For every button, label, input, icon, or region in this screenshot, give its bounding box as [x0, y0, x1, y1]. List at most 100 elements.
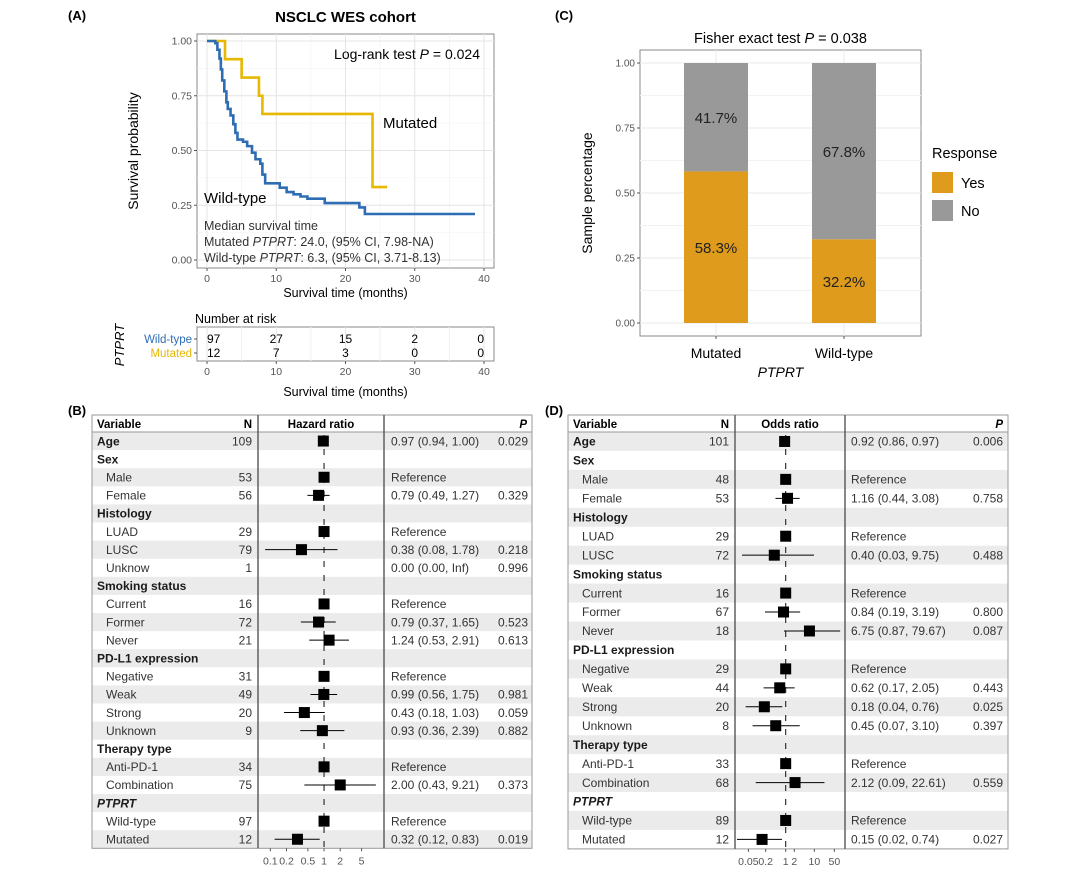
text-span: Log-rank test: [334, 46, 420, 62]
bar-y-tick-label: 0.50: [616, 189, 636, 200]
bar-chart-title: Fisher exact test P = 0.038: [694, 31, 867, 47]
forest-p-value: 0.443: [973, 681, 1003, 695]
forest-point-estimate: [317, 435, 329, 447]
forest-n-value: 31: [239, 670, 253, 684]
km-logrank-annotation: Log-rank test P = 0.024: [334, 46, 480, 62]
forest-estimate-ci: Reference: [391, 525, 447, 539]
forest-p-value: 0.025: [973, 700, 1003, 714]
forest-header-variable: Variable: [573, 419, 617, 431]
forest-variable-label: Wild-type: [582, 814, 632, 828]
km-y-tick-label: 0.25: [172, 200, 193, 212]
km-curve-mutated: [207, 39, 388, 189]
forest-n-value: 18: [716, 624, 730, 638]
forest-variable-label: Anti-PD-1: [106, 760, 158, 774]
risk-table-title: Number at risk: [195, 312, 277, 326]
forest-p-value: 0.006: [973, 435, 1003, 449]
bar-y-tick-label: 0.75: [616, 124, 636, 135]
forest-estimate-ci: 6.75 (0.87, 79.67): [851, 624, 946, 638]
forest-p-value: 0.996: [498, 561, 528, 575]
forest-header-n: N: [721, 419, 729, 431]
forest-p-value: 0.373: [498, 778, 528, 792]
bar-category-label: Wild-type: [815, 345, 874, 361]
forest-header-effect: Hazard ratio: [288, 419, 354, 431]
forest-variable-label: Therapy type: [97, 742, 172, 756]
forest-axis-tick-label: 1: [783, 856, 789, 868]
panel-label-a: (A): [68, 8, 86, 23]
forest-variable-label: Current: [106, 597, 147, 611]
forest-p-value: 0.087: [973, 624, 1003, 638]
forest-point-estimate: [768, 549, 780, 561]
forest-n-value: 75: [239, 778, 253, 792]
forest-variable-label: Never: [106, 633, 138, 647]
km-title: NSCLC WES cohort: [275, 9, 416, 26]
forest-point-reference: [318, 526, 330, 538]
forest-axis-tick-label: 0.05: [738, 856, 759, 868]
forest-variable-label: Wild-type: [106, 814, 156, 828]
forest-n-value: 29: [239, 525, 253, 539]
forest-variable-label: PD-L1 expression: [573, 643, 674, 657]
forest-n-value: 44: [716, 681, 730, 695]
forest-point-reference: [780, 814, 792, 826]
bar-data-label: 58.3%: [695, 240, 738, 257]
forest-n-value: 48: [716, 473, 730, 487]
bar-data-label: 41.7%: [695, 110, 738, 127]
forest-variable-label: Mutated: [106, 832, 149, 846]
forest-header-p: P: [519, 419, 527, 431]
forest-estimate-ci: 0.43 (0.18, 1.03): [391, 706, 479, 720]
forest-row-shade: [92, 432, 532, 451]
km-y-tick-label: 0.75: [172, 90, 193, 102]
forest-estimate-ci: 0.79 (0.37, 1.65): [391, 615, 479, 629]
forest-variable-label: Histology: [97, 507, 152, 521]
forest-n-value: 21: [239, 633, 253, 647]
forest-p-value: 0.981: [498, 688, 528, 702]
forest-p-value: 0.758: [973, 492, 1003, 506]
km-x-tick-label: 0: [204, 273, 210, 285]
km-median-heading: Median survival time: [204, 219, 318, 233]
forest-estimate-ci: 0.40 (0.03, 9.75): [851, 548, 939, 562]
forest-estimate-ci: 0.32 (0.12, 0.83): [391, 832, 479, 846]
risk-row-label-mutated: Mutated: [150, 348, 192, 360]
forest-estimate-ci: 1.24 (0.53, 2.91): [391, 633, 479, 647]
forest-row-shade: [92, 504, 532, 523]
forest-axis-tick-label: 2: [337, 855, 343, 867]
forest-estimate-ci: Reference: [391, 760, 447, 774]
forest-variable-label: Unknown: [582, 719, 632, 733]
forest-estimate-ci: 2.12 (0.09, 22.61): [851, 776, 946, 790]
forest-point-reference: [780, 758, 792, 770]
forest-estimate-ci: Reference: [851, 757, 907, 771]
text-span: P: [804, 31, 814, 47]
forest-variable-label: Female: [582, 492, 622, 506]
forest-variable-label: Negative: [106, 670, 154, 684]
km-x-tick-label: 40: [478, 273, 490, 285]
forest-n-value: 33: [716, 757, 730, 771]
forest-point-reference: [780, 587, 792, 599]
forest-row-shade: [92, 649, 532, 668]
forest-point-estimate: [298, 707, 310, 719]
risk-value: 15: [339, 332, 353, 346]
forest-axis-tick-label: 0.2: [758, 856, 773, 868]
forest-n-value: 34: [239, 760, 253, 774]
forest-variable-label: Unknow: [106, 561, 150, 575]
forest-point-estimate: [334, 779, 346, 791]
bar-category-label: Mutated: [691, 345, 742, 361]
forest-variable-label: LUAD: [582, 529, 614, 543]
forest-variable-label: Current: [582, 586, 623, 600]
km-y-tick-label: 1.00: [172, 36, 193, 48]
forest-axis-tick-label: 50: [829, 856, 841, 868]
km-label-mutated: Mutated: [383, 115, 437, 132]
risk-row-label-wild-type: Wild-type: [144, 334, 192, 346]
text-span: P: [420, 46, 430, 62]
legend-label-no: No: [961, 204, 980, 220]
forest-variable-label: Age: [97, 434, 120, 448]
forest-axis-tick-label: 0.1: [263, 855, 278, 867]
forest-n-value: 8: [722, 719, 729, 733]
forest-n-value: 29: [716, 662, 730, 676]
forest-p-value: 0.559: [973, 776, 1003, 790]
forest-point-estimate: [770, 720, 782, 732]
forest-n-value: 29: [716, 529, 730, 543]
forest-variable-label: Weak: [582, 681, 613, 695]
forest-variable-label: Strong: [106, 706, 141, 720]
risk-x-tick-label: 0: [204, 366, 210, 378]
forest-variable-label: Unknown: [106, 724, 156, 738]
